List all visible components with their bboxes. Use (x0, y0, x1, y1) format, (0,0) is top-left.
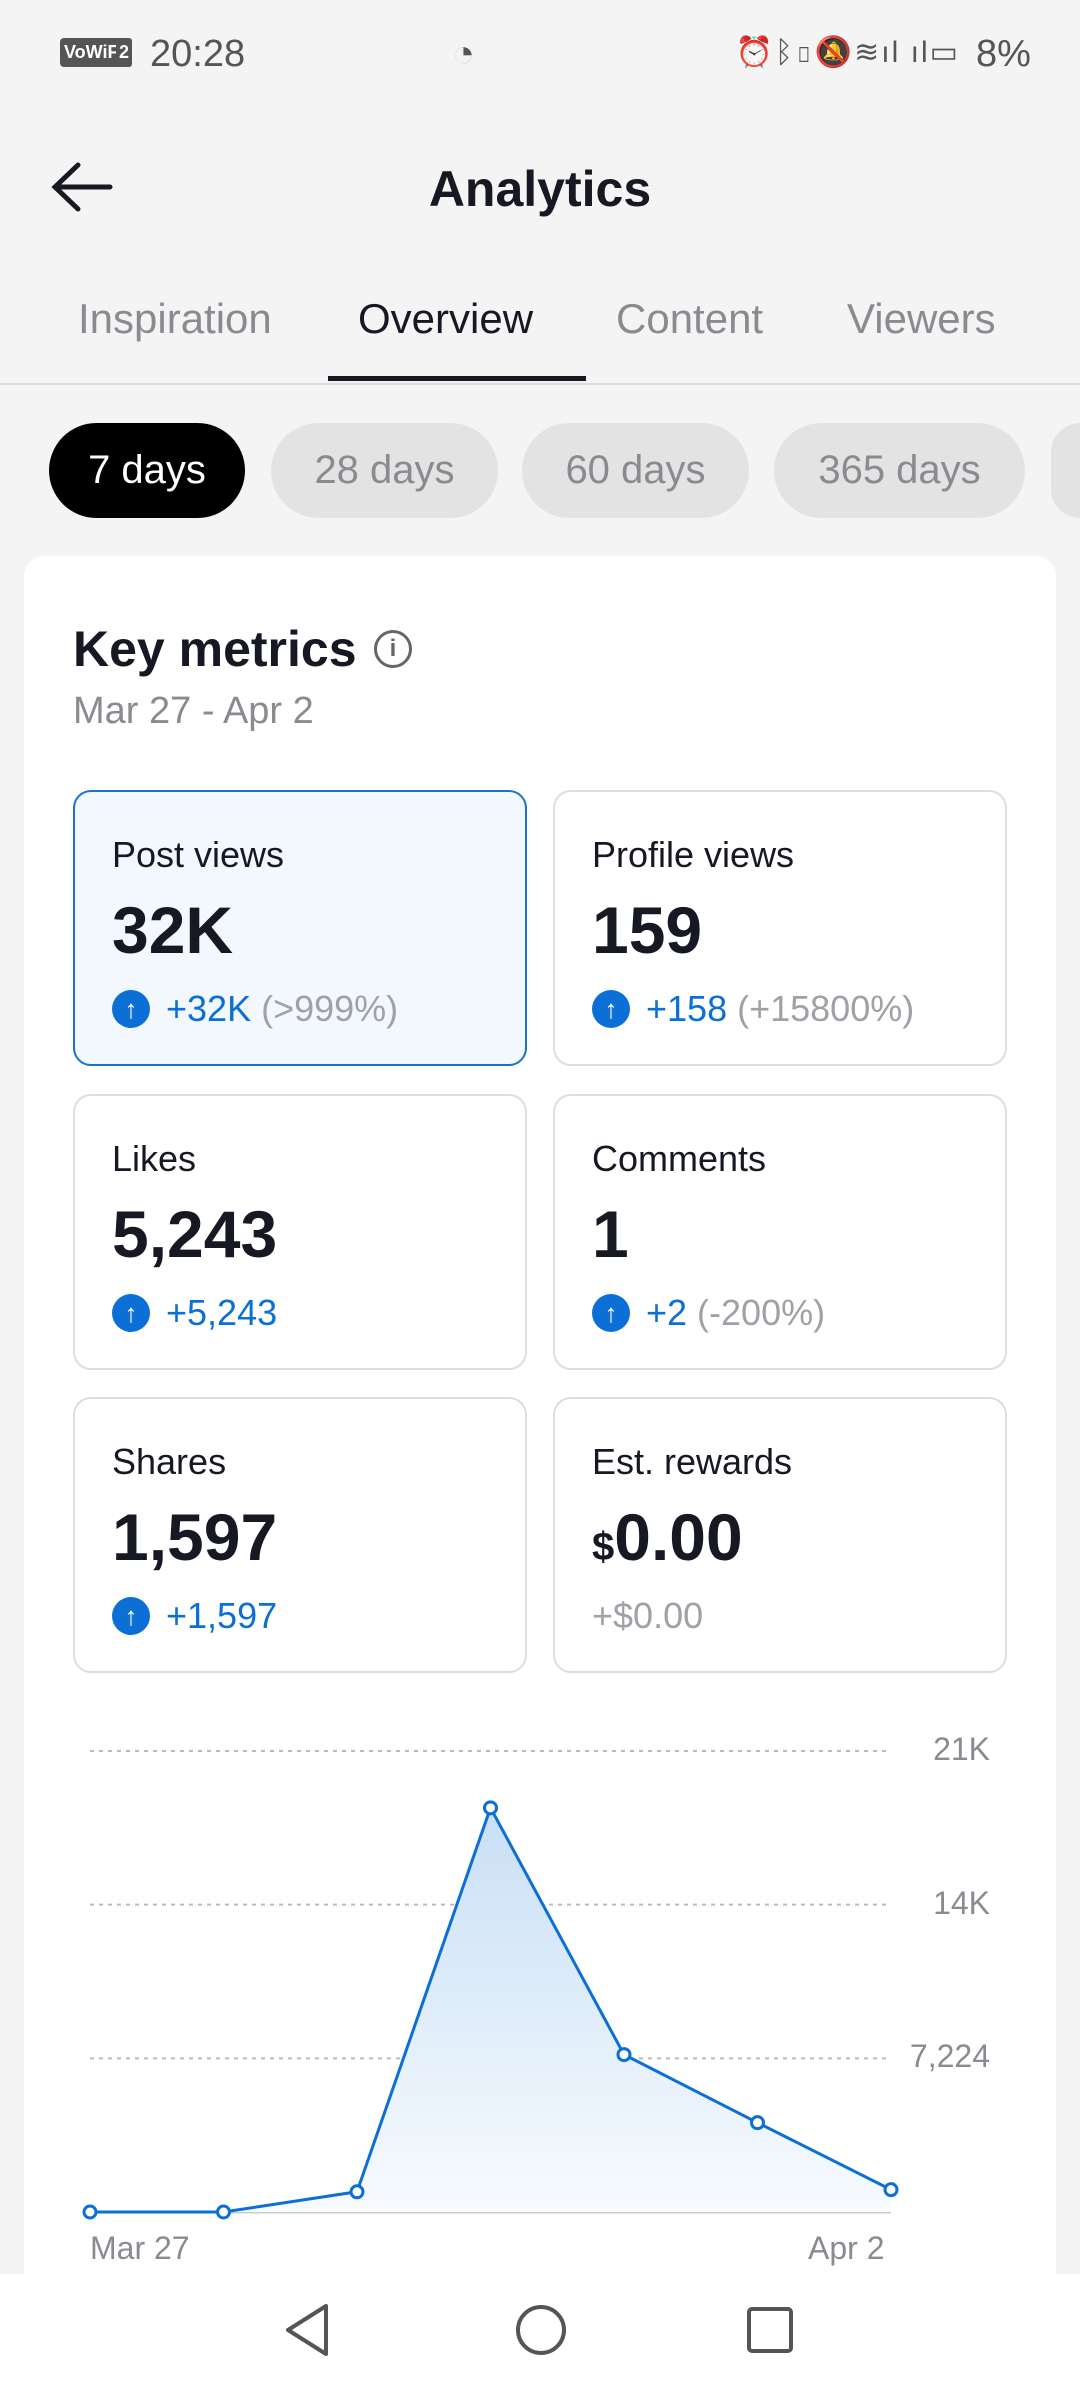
range-365-days[interactable]: 365 days (774, 423, 1025, 518)
speedometer-icon: ◔ (452, 33, 475, 75)
metric-change: +$0.00 (592, 1595, 704, 1636)
y-tick-label: 21K (933, 1731, 990, 1767)
tab-overview[interactable]: Overview (358, 295, 534, 342)
metric-likes[interactable]: Likes 5,243 ↑ +5,243 (73, 1094, 527, 1370)
metric-post-views[interactable]: Post views 32K ↑ +32K (>999%) (73, 790, 527, 1066)
change-percent: (>999%) (261, 988, 399, 1029)
metric-change: ↑ +32K (>999%) (112, 988, 398, 1030)
metric-label: Comments (592, 1138, 767, 1179)
data-point[interactable] (616, 2047, 632, 2063)
nav-back-icon[interactable] (282, 2302, 332, 2358)
chart-area (90, 1807, 891, 2212)
metric-est-rewards[interactable]: Est. rewards $0.00 +$0.00 (553, 1397, 1007, 1673)
navigation-bar (0, 2274, 1080, 2388)
change-value: +1,597 (166, 1595, 278, 1636)
arrow-up-icon: ↑ (592, 1294, 630, 1332)
metric-label: Post views (112, 834, 285, 875)
change-value: +158 (646, 988, 728, 1029)
currency-symbol: $ (592, 1525, 615, 1569)
status-icons: ⏰ᛒ▯🔕≋ıl ıl▭ (735, 36, 960, 69)
tab-inspiration[interactable]: Inspiration (78, 295, 272, 342)
metric-change: ↑ +2 (-200%) (592, 1292, 825, 1334)
page-title: Analytics (428, 161, 652, 217)
data-point[interactable] (883, 2182, 899, 2198)
tab-content[interactable]: Content (616, 295, 764, 342)
x-tick-label: Apr 2 (808, 2230, 885, 2266)
tab-viewers[interactable]: Viewers (847, 295, 996, 342)
arrow-up-icon: ↑ (112, 1294, 150, 1332)
key-metrics-title: Key metrics (73, 621, 357, 677)
metric-change: ↑ +1,597 (112, 1595, 277, 1637)
metric-comments[interactable]: Comments 1 ↑ +2 (-200%) (553, 1094, 1007, 1370)
back-button[interactable] (50, 160, 114, 225)
range-7-days[interactable]: 7 days (49, 423, 245, 518)
metric-label: Est. rewards (592, 1441, 793, 1482)
change-percent: (+15800%) (737, 988, 915, 1029)
metric-value: 1,597 (112, 1500, 278, 1574)
y-tick-label: 14K (933, 1884, 990, 1921)
y-tick-label: 7,224 (909, 2038, 990, 2075)
info-icon[interactable]: i (374, 630, 412, 668)
data-point[interactable] (349, 2184, 365, 2200)
metric-profile-views[interactable]: Profile views 159 ↑ +158 (+15800%) (553, 790, 1007, 1066)
metric-value: 32K (112, 893, 234, 967)
range-60-days[interactable]: 60 days (522, 423, 749, 518)
back-arrow-icon (51, 162, 113, 212)
data-point[interactable] (82, 2204, 98, 2220)
reward-amount: 0.00 (614, 1500, 743, 1574)
metric-label: Shares (112, 1441, 227, 1482)
change-value: +2 (646, 1292, 688, 1333)
data-point[interactable] (483, 1800, 498, 1816)
metric-label: Likes (112, 1138, 197, 1179)
battery-level: 8% (976, 33, 1031, 75)
post-views-chart (82, 1750, 899, 2220)
x-tick-label: Mar 27 (90, 2230, 190, 2266)
data-point[interactable] (216, 2204, 231, 2220)
arrow-up-icon: ↑ (592, 990, 630, 1028)
metric-change: ↑ +158 (+15800%) (592, 988, 914, 1030)
nav-recents-icon[interactable] (745, 2302, 795, 2358)
range-custom[interactable] (1051, 423, 1080, 518)
data-point[interactable] (750, 2115, 765, 2131)
date-range: Mar 27 - Apr 2 (73, 690, 314, 732)
arrow-up-icon: ↑ (112, 1597, 150, 1635)
change-value: +5,243 (166, 1292, 278, 1333)
metric-value: 5,243 (112, 1197, 278, 1271)
clock: 20:28 (150, 33, 246, 75)
metric-change: ↑ +5,243 (112, 1292, 277, 1334)
range-28-days[interactable]: 28 days (271, 423, 498, 518)
arrow-up-icon: ↑ (112, 990, 150, 1028)
sim-icon: 2 (116, 38, 133, 67)
change-percent: (-200%) (697, 1292, 826, 1333)
metric-value: 159 (592, 893, 703, 967)
change-value: +32K (166, 988, 252, 1029)
tab-bar: Inspiration Overview Content Viewers (0, 295, 1080, 385)
metric-label: Profile views (592, 834, 795, 875)
nav-home-icon[interactable] (514, 2302, 568, 2358)
metric-shares[interactable]: Shares 1,597 ↑ +1,597 (73, 1397, 527, 1673)
active-tab-indicator (328, 376, 586, 381)
metric-value: 1 (592, 1197, 629, 1271)
metric-value: $0.00 (592, 1499, 743, 1575)
status-bar: VoWiFi 2 20:28 ◔ ⏰ᛒ▯🔕≋ıl ıl▭ 8% (0, 0, 1080, 110)
